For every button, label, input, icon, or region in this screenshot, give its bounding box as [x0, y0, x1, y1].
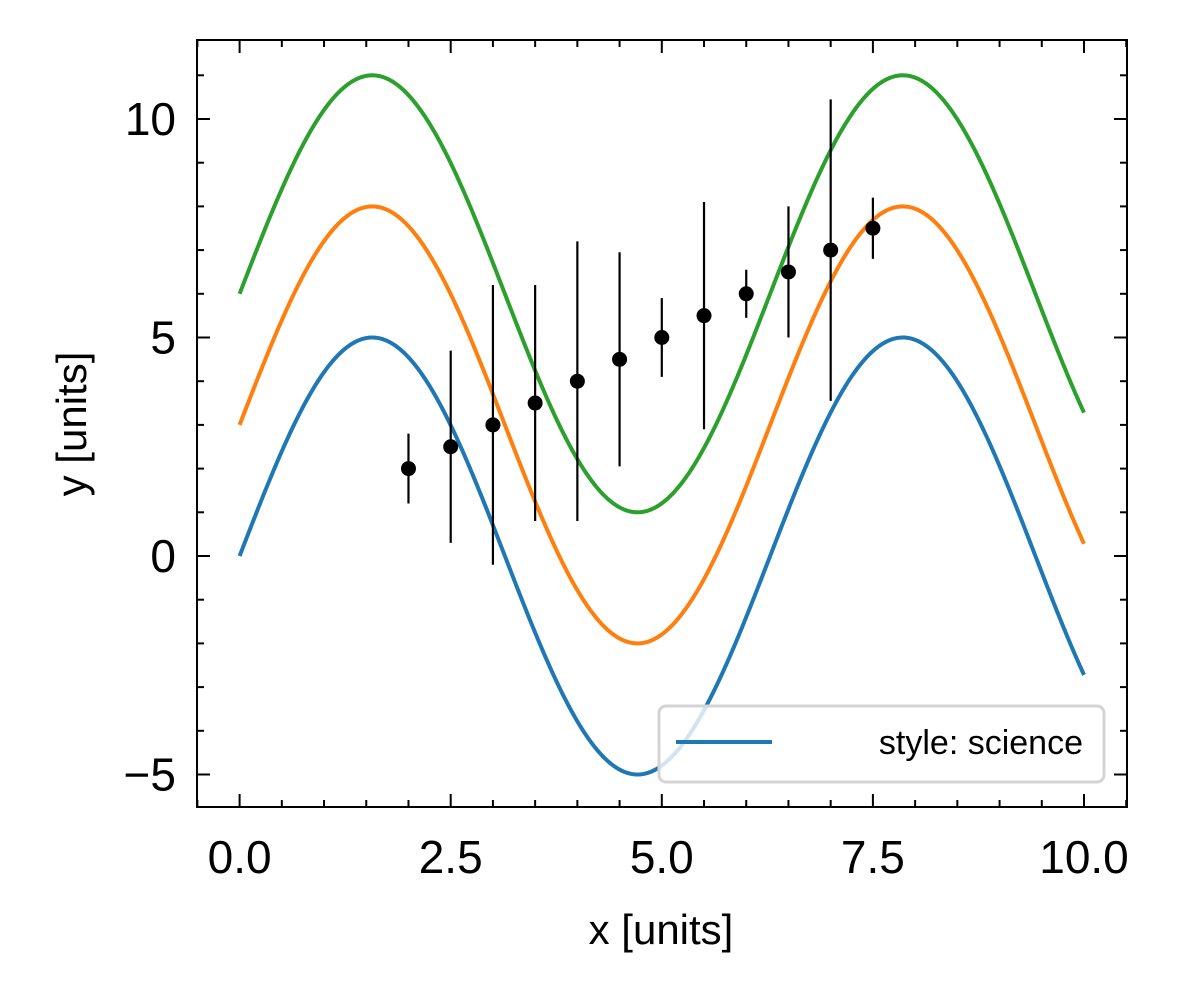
series-line-2: [237, 73, 1086, 515]
axis-ticks: [196, 40, 1128, 807]
y-tick-label: 5: [150, 312, 176, 364]
x-tick-label: 7.5: [841, 831, 905, 883]
data-point-0: [400, 461, 416, 477]
y-tick-label: 0: [150, 530, 176, 582]
data-point-7: [696, 308, 712, 324]
data-point-2: [485, 417, 501, 433]
y-tick-label: 10: [125, 93, 176, 145]
data-point-5: [612, 351, 628, 367]
series-line-1: [237, 204, 1086, 646]
y-axis-label: y [units]: [48, 352, 95, 497]
data-point-4: [569, 373, 585, 389]
series-lines: [237, 73, 1086, 777]
y-tick-label: −5: [124, 749, 176, 801]
errorbar-series: [400, 99, 881, 565]
data-point-1: [443, 439, 459, 455]
data-point-3: [527, 395, 543, 411]
x-axis-label: x [units]: [589, 906, 734, 953]
data-point-6: [654, 330, 670, 345]
data-point-10: [823, 242, 839, 258]
legend-box: [657, 704, 1106, 784]
legend: style: science: [657, 704, 1106, 784]
x-tick-label: 0.0: [208, 831, 272, 883]
x-tick-label: 2.5: [419, 831, 483, 883]
x-tick-label: 5.0: [630, 831, 694, 883]
x-tick-label: 10.0: [1039, 831, 1129, 883]
data-point-8: [738, 286, 754, 302]
data-point-11: [865, 220, 881, 236]
plot-frame: [196, 39, 1128, 808]
tick-labels: 0.0 2.5 5.0 7.5 10.0 −5 0 5 10: [124, 93, 1129, 883]
data-point-9: [780, 264, 796, 280]
legend-label: style: science: [879, 724, 1083, 762]
